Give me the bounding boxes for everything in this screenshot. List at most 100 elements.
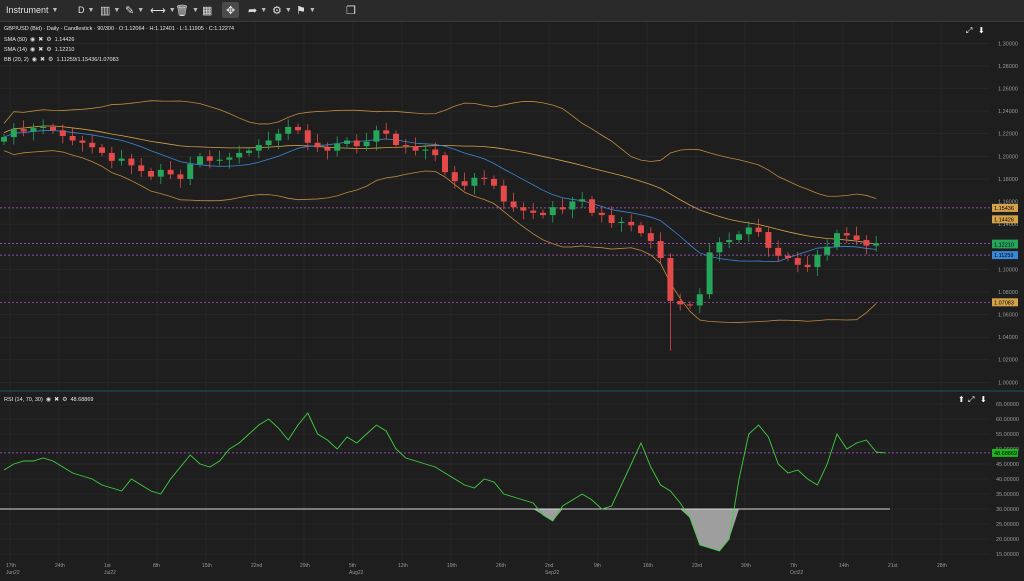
- bull-candle: [187, 164, 194, 179]
- bear-candle: [304, 130, 311, 143]
- x-tick-label: 16th: [643, 563, 653, 569]
- pane-move-button[interactable]: ⬇: [978, 26, 985, 35]
- price-chart[interactable]: 1.30000 1.28000 1.26000 1.24000 1.22000 1.200…: [0, 22, 1024, 390]
- arrow-up-icon: ⬆: [958, 395, 965, 404]
- bear-candle: [393, 133, 399, 146]
- crosshair-button[interactable]: ✥: [222, 2, 240, 18]
- x-month-label: Aug22: [349, 570, 364, 576]
- x-month-label: Oct22: [790, 570, 804, 576]
- close-icon[interactable]: ✖: [38, 47, 44, 53]
- instrument-selector[interactable]: Instrument ▼: [6, 2, 58, 18]
- bull-candle: [716, 242, 723, 253]
- settings-button[interactable]: ⚙ ▼: [272, 2, 292, 18]
- gear-icon[interactable]: ⚙: [48, 57, 54, 63]
- bear-candle: [628, 221, 635, 226]
- x-tick-label: 15th: [202, 563, 212, 569]
- layout-button[interactable]: ▦: [202, 2, 212, 18]
- layout-icon: ▦: [202, 4, 213, 17]
- price-label-bg: [992, 215, 1018, 224]
- bear-candle: [765, 232, 772, 248]
- legend-rsi-label: RSI (14, 70, 30): [4, 396, 43, 403]
- bull-candle: [422, 149, 429, 151]
- eye-icon[interactable]: ◉: [29, 37, 36, 43]
- rsi-tick-label: 15.00000: [996, 552, 1019, 558]
- price-tick-label: 1.00000: [998, 380, 1018, 386]
- bull-candle: [726, 239, 733, 243]
- gear-icon[interactable]: ⚙: [46, 37, 52, 43]
- maximize-pane-button[interactable]: ⤢: [966, 26, 972, 36]
- price-tick-label: 1.08000: [998, 290, 1018, 296]
- bear-candle: [677, 300, 684, 305]
- eye-icon[interactable]: ◉: [29, 47, 36, 53]
- bear-candle: [598, 212, 605, 216]
- bull-candle: [579, 199, 586, 202]
- bull-candle: [549, 207, 556, 216]
- gear-icon[interactable]: ⚙: [62, 397, 68, 403]
- timeframe-selector[interactable]: D ▼: [78, 2, 94, 18]
- bear-candle: [461, 181, 468, 186]
- draw-tool-button[interactable]: ✎ ▼: [125, 2, 144, 18]
- bear-candle: [540, 212, 546, 216]
- price-label: 1.14426: [994, 217, 1014, 223]
- share-button[interactable]: ➦ ▼: [248, 2, 267, 18]
- pane-move-button[interactable]: ⬇: [980, 395, 987, 404]
- bull-candle: [471, 177, 478, 186]
- legend-rsi-value: 48.68869: [70, 396, 94, 403]
- x-tick-label: 29th: [300, 563, 310, 569]
- close-icon[interactable]: ✖: [38, 37, 44, 43]
- legend-sma14-value: 1.12210: [54, 46, 75, 53]
- bear-candle: [314, 142, 321, 148]
- bollinger-upper-line: [3, 100, 877, 199]
- bull-candle: [334, 143, 341, 151]
- x-tick-label: 8th: [153, 563, 160, 569]
- rsi-chart[interactable]: 65.0000060.0000055.0000050.0000045.00000…: [0, 392, 1024, 562]
- chevron-down-icon: ▼: [87, 6, 95, 14]
- bear-candle: [608, 215, 615, 223]
- timeframe-label: D: [78, 5, 85, 15]
- chevron-down-icon: ▼: [308, 6, 316, 14]
- price-pane[interactable]: 1.30000 1.28000 1.26000 1.24000 1.22000 1.200…: [0, 22, 1024, 390]
- bear-candle: [853, 235, 860, 240]
- bull-candle: [236, 152, 243, 158]
- rsi-pane[interactable]: 65.0000060.0000055.0000050.0000045.00000…: [0, 392, 1024, 562]
- expand-icon: ⤢: [968, 395, 975, 404]
- bull-candle: [118, 158, 125, 161]
- bull-candle: [246, 150, 252, 153]
- rsi-level-label: 48.68869: [994, 451, 1017, 457]
- price-legend-header: GBP/USD (Bid) - Daily - Candlestick · 90…: [4, 26, 234, 32]
- x-tick-label: 14th: [839, 563, 849, 569]
- chart-type-button[interactable]: ▥ ▼: [100, 2, 120, 18]
- rsi-tick-label: 25.00000: [996, 522, 1019, 528]
- gear-icon[interactable]: ⚙: [46, 47, 52, 53]
- eye-icon[interactable]: ◉: [31, 57, 38, 63]
- legend-rsi: RSI (14, 70, 30) ◉ ✖ ⚙ 48.68869: [4, 396, 94, 404]
- measure-tool-button[interactable]: ⟷ ▼: [150, 2, 176, 18]
- bear-candle: [687, 304, 693, 306]
- rsi-tick-label: 45.00000: [996, 462, 1019, 468]
- close-icon[interactable]: ✖: [54, 397, 60, 403]
- bear-candle: [412, 146, 419, 151]
- chevron-down-icon: ▼: [168, 6, 176, 14]
- language-button[interactable]: ⚑ ▼: [296, 2, 316, 18]
- chevron-down-icon: ▼: [260, 6, 268, 14]
- bull-candle: [265, 140, 272, 146]
- maximize-pane-button[interactable]: ⤢: [968, 395, 974, 405]
- close-icon[interactable]: ✖: [40, 57, 46, 63]
- price-tick-label: 1.26000: [998, 87, 1018, 93]
- instrument-label: Instrument: [6, 5, 49, 15]
- sma50-line: [3, 125, 877, 245]
- delete-button[interactable]: 🗑 ▼: [175, 2, 199, 18]
- bull-candle: [285, 126, 292, 134]
- price-label: 1.11259: [994, 253, 1013, 259]
- pane-up-button[interactable]: ⬆: [958, 395, 965, 404]
- chevron-down-icon: ▼: [51, 6, 59, 14]
- bear-candle: [667, 258, 674, 301]
- bear-candle: [402, 145, 409, 147]
- legend-sma14: SMA (14) ◉ ✖ ⚙ 1.12210: [4, 46, 75, 54]
- eye-icon[interactable]: ◉: [45, 397, 52, 403]
- pane-separator[interactable]: [0, 390, 1024, 392]
- rsi-line: [3, 412, 887, 552]
- rsi-axis-bg: [990, 392, 1024, 562]
- popout-button[interactable]: ❐: [346, 2, 356, 18]
- legend-bb: BB (20, 2) ◉ ✖ ⚙ 1.11259/1.15436/1.07083: [4, 56, 119, 64]
